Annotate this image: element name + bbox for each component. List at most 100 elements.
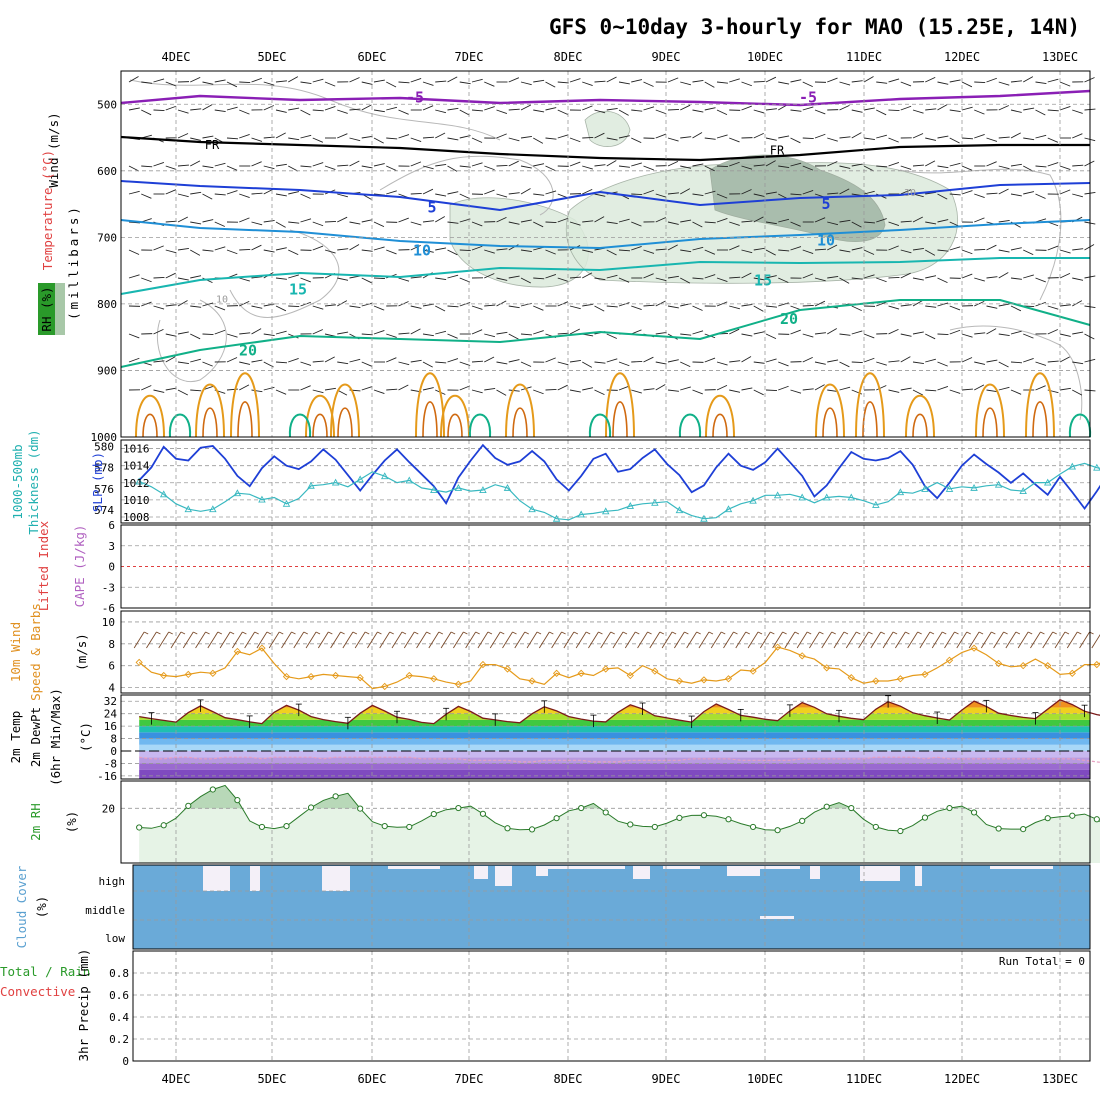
wind-barb <box>288 274 299 279</box>
wind-barb <box>716 217 728 223</box>
wind-barb <box>141 193 152 199</box>
wind-barb <box>128 274 140 279</box>
wind-barb <box>520 165 532 169</box>
day-label-top: 6DEC <box>358 50 387 64</box>
ylabel-temp2-a: 2m Temp <box>8 711 23 764</box>
wind-speed-marker <box>872 677 880 685</box>
wind-barb <box>386 190 397 195</box>
wind-barb <box>1010 361 1023 364</box>
day-label-top: 11DEC <box>846 50 882 64</box>
rh-marker <box>504 825 511 832</box>
wind-barb <box>716 134 728 139</box>
temp-contour <box>120 135 1090 162</box>
cloud-gap-mid <box>760 916 794 919</box>
wind-barb <box>704 221 716 224</box>
wind-barb <box>912 109 924 114</box>
y-tick-label: 0.4 <box>109 1011 129 1024</box>
wind-barb <box>239 361 251 365</box>
wind-barb <box>177 164 189 167</box>
barb10-flag <box>905 631 910 635</box>
wind-barb <box>422 165 434 170</box>
wind-barb <box>226 137 239 140</box>
thickness-marker <box>1093 463 1100 471</box>
wind-barb <box>447 274 459 279</box>
wind-barb <box>729 221 740 226</box>
wind-barb <box>618 218 630 223</box>
wind-barb <box>361 386 373 391</box>
y-tick-label: 600 <box>97 165 117 178</box>
wind-speed-marker <box>945 656 954 664</box>
wind-barb <box>741 189 752 195</box>
wind-speed-marker <box>209 669 217 677</box>
barb10 <box>612 631 624 649</box>
wind-barb <box>275 163 287 167</box>
convective-contour <box>855 372 885 438</box>
wind-barb <box>533 277 545 280</box>
wind-barb <box>790 137 801 144</box>
wind-barb <box>778 218 790 223</box>
wind-barb <box>876 165 888 168</box>
wind-barb <box>337 277 349 281</box>
wind-barb <box>643 304 655 307</box>
rh-area <box>139 785 1100 863</box>
wind-barb <box>876 109 887 116</box>
wind-barb <box>239 300 250 307</box>
thickness-marker <box>675 506 684 514</box>
wind-barb <box>214 162 226 167</box>
barb10-flag <box>315 631 321 635</box>
wind-speed-marker <box>1044 662 1052 670</box>
barb10 <box>465 631 477 649</box>
barb10-flag <box>659 631 665 635</box>
day-label-top: 9DEC <box>652 50 681 64</box>
wind-barb <box>128 107 140 111</box>
wind-barb <box>741 304 753 307</box>
wind-barb <box>312 162 324 167</box>
wind-barb <box>251 161 262 167</box>
rh-marker <box>283 823 290 830</box>
rh-marker <box>553 815 560 822</box>
wind-barb <box>422 136 435 139</box>
wind-barb <box>190 108 202 111</box>
thickness-marker <box>872 500 880 508</box>
barb10 <box>182 631 194 649</box>
barb10 <box>502 631 513 649</box>
wind-barb <box>435 247 447 251</box>
wind-barb <box>545 190 557 195</box>
y-tick-label: 0 <box>110 745 117 758</box>
rh-marker <box>234 797 241 804</box>
wind-speed-marker <box>454 680 463 688</box>
wind-barb <box>741 333 753 337</box>
barb10 <box>379 631 391 649</box>
wind-barb <box>802 356 813 363</box>
wind-barb <box>680 333 692 336</box>
panel-wind10: 4 6 8 10 10m Wind Speed & Barbs (m/s) <box>8 603 1100 701</box>
wind-barb <box>251 192 263 195</box>
wind-barb <box>312 221 324 227</box>
wind-barb <box>447 137 459 141</box>
wind-barb <box>471 78 483 83</box>
wind-barb <box>961 273 973 279</box>
wind-barb <box>974 300 985 307</box>
wind-barb <box>937 333 949 336</box>
wind-barb <box>545 388 557 391</box>
rh-marker <box>136 824 143 831</box>
wind-barb <box>324 81 336 87</box>
wind-barb <box>790 305 801 311</box>
wind-barb <box>729 328 740 335</box>
temp-contour <box>120 89 1091 107</box>
wind-barb <box>851 305 862 312</box>
barb10-flag <box>168 631 173 635</box>
wind-barb <box>814 109 826 115</box>
wind-barb <box>741 220 753 223</box>
wind-barb <box>876 277 887 283</box>
barb10-flag <box>733 631 738 635</box>
wind-barb <box>765 108 777 111</box>
wind-barb <box>888 137 899 143</box>
wind-barb <box>863 333 875 339</box>
barb10-flag <box>856 631 861 635</box>
wind-barb <box>410 305 422 309</box>
wind-barb <box>900 81 912 87</box>
wind-barb <box>153 360 165 363</box>
wind-barb <box>888 360 900 363</box>
